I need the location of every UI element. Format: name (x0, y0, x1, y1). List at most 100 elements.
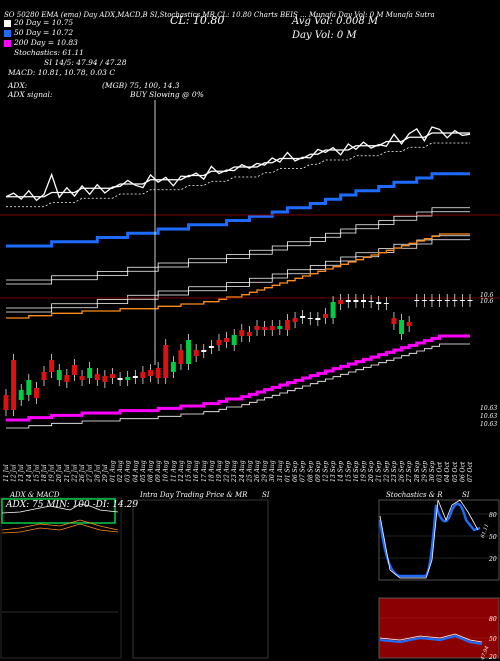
candle-down (406, 322, 412, 326)
ema20-swatch (4, 19, 11, 27)
date-tick-label: 14 Jul (26, 464, 33, 482)
price-label-1: 10.6 (480, 292, 494, 299)
date-tick-label: 01 Sep (284, 461, 291, 482)
candle-down (132, 376, 138, 378)
ema50-label: 50 Day = 10.72 (14, 28, 74, 37)
date-tick-label: 27 Jul (87, 464, 94, 483)
candle-up (231, 335, 237, 345)
date-tick-label: 29 Aug (262, 460, 269, 483)
date-tick-label: 22 Aug (224, 460, 231, 483)
candle-down (49, 360, 55, 372)
stoch-tick-20: 20 (489, 556, 497, 563)
date-tick-label: 12 Sep (322, 461, 329, 482)
indicator-panels (0, 497, 500, 659)
price-label-4: 10.63 (480, 413, 498, 420)
mid-band-line-b (6, 239, 470, 313)
rsi-blue-line (379, 634, 483, 646)
candle-down (315, 318, 321, 320)
intraday-panel-title: Intra Day Trading Price & MR (140, 491, 248, 499)
adx-highlight-box (1, 498, 116, 524)
date-tick-label: 10 Aug (163, 460, 170, 482)
date-tick-label: 25 Aug (246, 460, 253, 483)
date-tick-label: 13 Jul (18, 464, 25, 482)
date-tick-label: 06 Sep (292, 461, 299, 482)
date-tick-label: 24 Aug (239, 460, 246, 483)
candle-down (383, 303, 389, 304)
ema200-line (6, 233, 470, 319)
date-tick-label: 05 Aug (140, 460, 147, 482)
date-tick-label: 28 Sep (414, 461, 421, 483)
upper-band-line-b (6, 211, 470, 285)
ema20-jagged-line (5, 126, 471, 202)
ema50-swatch (4, 29, 11, 37)
stoch-tick-80: 80 (489, 512, 497, 519)
candle-up (26, 380, 32, 395)
date-tick-label: 29 Sep (421, 461, 428, 483)
candle-down (208, 346, 214, 348)
candle-up (170, 362, 176, 372)
candle-down (109, 374, 115, 378)
date-tick-label: 30 Sep (429, 461, 436, 482)
date-tick-label: 26 Aug (254, 460, 261, 483)
legend-adx-signal: ADX signal: (8, 90, 53, 99)
stoch-panel-title: Stochastics & R (386, 491, 443, 499)
price-label-5: 10.63 (480, 421, 498, 428)
price-label-2: 10.6 (480, 298, 494, 305)
candle-down (71, 365, 77, 375)
candle-down (414, 300, 420, 301)
candle-down (246, 332, 252, 336)
candle-down (148, 370, 154, 376)
date-tick-label: 12 Jul (11, 464, 18, 482)
date-tick-label: 31 Aug (277, 460, 284, 482)
date-tick-label: 19 Jul (49, 464, 56, 482)
candle-down (391, 318, 397, 324)
ema200-label: 200 Day = 10.83 (14, 38, 78, 47)
date-tick-label: 02 Aug (117, 460, 124, 482)
candle-down (11, 360, 17, 410)
date-tick-label: 15 Jul (33, 464, 40, 482)
legend-signal-value: BUY Slowing @ 0% (130, 90, 204, 99)
date-tick-label: 18 Aug (208, 460, 215, 482)
close-label: CL: 10.80 (170, 14, 225, 27)
date-tick-label: 08 Sep (307, 461, 314, 482)
candle-down (3, 395, 9, 410)
stoch-k-line (378, 502, 481, 578)
adx-panel-frame (0, 497, 122, 659)
legend-ema200: 200 Day = 10.83 (4, 38, 78, 47)
candle-down (33, 388, 39, 398)
legend-ema20: 20 Day = 10.75 (4, 18, 73, 27)
date-tick-label: 29 Jul (102, 464, 109, 483)
candle-down (254, 326, 260, 330)
date-tick-label: 20 Sep (368, 461, 375, 483)
legend-si: SI 14/5: 47.94 / 47.28 (44, 58, 127, 67)
date-tick-label: 22 Sep (383, 461, 390, 483)
candles-layer (3, 100, 473, 416)
candle-down (262, 327, 268, 330)
candle-down (437, 300, 443, 301)
candle-down (117, 378, 123, 380)
header-top-line: SO 50280 EMA (ema) Day ADX,MACD,B SI,Sto… (4, 11, 435, 19)
date-tick-label: 14 Sep (338, 461, 345, 482)
candle-down (421, 300, 427, 301)
ema20-dotted-line (6, 142, 470, 208)
date-tick-label: 23 Sep (391, 461, 398, 483)
date-tick-label: 03 Oct (437, 461, 444, 482)
ema200-swatch (4, 39, 11, 47)
stoch-si-label: SI (462, 491, 470, 499)
date-tick-label: 21 Sep (376, 461, 383, 483)
candle-down (353, 300, 359, 302)
stoch-d-line (379, 499, 479, 579)
candle-down (429, 300, 435, 301)
date-tick-label: 11 Jul (3, 464, 10, 482)
legend-adx-value: (MGB) 75, 100, 14.3 (102, 81, 180, 90)
date-tick-label: 26 Jul (79, 464, 86, 483)
candle-down (452, 300, 458, 301)
candle-down (140, 372, 146, 378)
date-tick-label: 30 Aug (269, 460, 276, 482)
candle-down (444, 300, 450, 301)
legend-stochastics: Stochastics: 61.11 (14, 48, 84, 57)
date-tick-label: 04 Oct (444, 461, 451, 482)
candle-down (292, 318, 298, 322)
date-tick-label: 01 Aug (109, 460, 116, 482)
legend-adx: ADX: (8, 81, 28, 90)
